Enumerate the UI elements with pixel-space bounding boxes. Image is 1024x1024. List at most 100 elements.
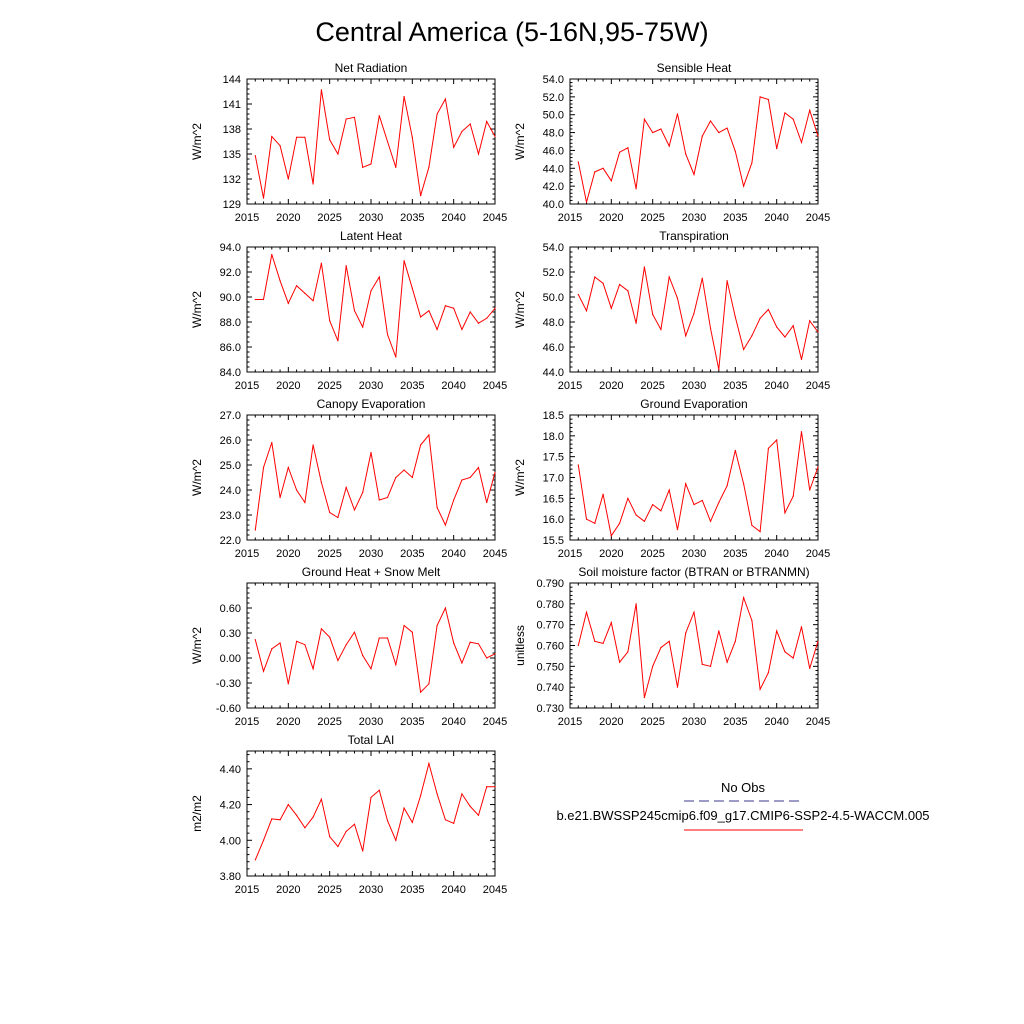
- y-tick-label: -0.60: [216, 703, 241, 715]
- y-tick-label: 17.0: [543, 473, 564, 485]
- data-point: [271, 253, 273, 256]
- y-axis-label: unitless: [513, 625, 527, 666]
- x-tick-label: 2015: [235, 548, 259, 560]
- x-tick-label: 2040: [441, 548, 465, 560]
- chart-total-lai: 2015 2020 2025 2030 2035 2040 2045 3.80 4.00 4.20…: [190, 733, 507, 896]
- data-point: [817, 640, 819, 642]
- y-tick-label: 0.750: [536, 661, 564, 673]
- y-tick-label: 44.0: [543, 163, 564, 175]
- y-tick-label: 94.0: [220, 242, 241, 254]
- data-point: [643, 520, 646, 522]
- x-tick-label: 2045: [806, 212, 830, 224]
- x-tick-label: 2015: [558, 548, 582, 560]
- data-point: [461, 662, 463, 664]
- data-point: [668, 640, 670, 642]
- data-point: [767, 98, 770, 101]
- chart-latent-heat: 2015 2020 2025 2030 2035 2040 2045 84.0 86.0 88.0…: [190, 229, 507, 392]
- x-tick-label: 2020: [276, 884, 300, 896]
- y-axis-label: m2/m2: [190, 795, 204, 832]
- series-line: [255, 254, 496, 358]
- data-point: [734, 640, 736, 642]
- data-point: [676, 686, 679, 688]
- data-point: [254, 298, 256, 301]
- data-point: [709, 665, 712, 667]
- data-point: [610, 535, 612, 537]
- y-tick-label: 44.0: [543, 367, 564, 379]
- data-point: [271, 135, 273, 138]
- data-point: [444, 98, 446, 100]
- data-point: [652, 131, 654, 134]
- data-point: [304, 292, 306, 294]
- page-title: Central America (5-16N,95-75W): [315, 17, 708, 47]
- y-tick-label: 46.0: [543, 145, 564, 157]
- y-tick-label: 16.5: [543, 493, 564, 505]
- y-tick-label: 54.0: [543, 74, 564, 86]
- data-point: [312, 816, 314, 818]
- chart-title: Ground Heat + Snow Melt: [302, 565, 441, 579]
- data-point: [378, 276, 380, 278]
- series-line: [254, 89, 496, 199]
- data-point: [743, 348, 745, 351]
- data-point: [676, 297, 679, 299]
- y-axis-label: W/m^2: [190, 459, 204, 496]
- data-point: [279, 280, 281, 282]
- data-point: [759, 317, 761, 319]
- data-point: [395, 664, 397, 666]
- chart-sensible-heat: 2015 2020 2025 2030 2035 2040 2045 40.0 42.0 44.0…: [513, 61, 830, 224]
- data-point: [395, 166, 397, 168]
- x-tick-label: 2035: [723, 212, 747, 224]
- data-point: [635, 514, 637, 516]
- y-tick-label: 17.5: [543, 452, 564, 464]
- data-point: [304, 501, 306, 504]
- data-point: [477, 814, 480, 816]
- data-point: [776, 148, 778, 150]
- data-point: [469, 476, 471, 479]
- data-point: [784, 651, 786, 653]
- data-point: [709, 520, 712, 522]
- x-tick-label: 2020: [599, 548, 623, 560]
- data-point: [411, 821, 413, 824]
- legend-obs-label: No Obs: [721, 780, 766, 795]
- data-point: [444, 819, 446, 821]
- data-point: [701, 499, 703, 502]
- data-point: [668, 276, 670, 278]
- x-tick-label: 2025: [317, 716, 341, 728]
- data-point: [486, 501, 488, 504]
- data-point: [635, 188, 637, 190]
- data-point: [784, 336, 786, 338]
- data-point: [610, 307, 612, 309]
- data-point: [444, 607, 446, 609]
- data-point: [660, 328, 662, 331]
- data-point: [660, 646, 662, 649]
- y-tick-label: 26.0: [220, 435, 241, 447]
- chart-title: Net Radiation: [335, 61, 408, 75]
- data-point: [362, 491, 364, 494]
- data-point: [395, 839, 397, 841]
- data-point: [287, 466, 289, 469]
- y-tick-label: 144: [223, 74, 241, 86]
- data-point: [743, 483, 745, 485]
- x-tick-label: 2025: [640, 548, 664, 560]
- data-point: [718, 501, 720, 504]
- x-tick-label: 2035: [400, 548, 424, 560]
- data-point: [759, 96, 761, 98]
- data-point: [312, 668, 314, 670]
- data-point: [594, 171, 596, 173]
- data-point: [444, 524, 446, 526]
- data-point: [776, 439, 778, 441]
- y-tick-label: 88.0: [220, 317, 241, 329]
- y-tick-label: 16.0: [543, 514, 564, 526]
- data-point: [792, 495, 794, 497]
- x-tick-label: 2035: [723, 716, 747, 728]
- data-point: [809, 489, 811, 491]
- legend-model-label: b.e21.BWSSP245cmip6.f09_g17.CMIP6-SSP2-4…: [556, 808, 929, 823]
- data-point: [792, 118, 794, 120]
- data-point: [436, 113, 438, 115]
- chart-canopy-evaporation: 2015 2020 2025 2030 2035 2040 2045 22.0 23.0 24.0…: [190, 397, 507, 560]
- data-point: [585, 201, 588, 203]
- data-point: [734, 316, 736, 318]
- data-point: [486, 120, 488, 123]
- y-tick-label: 129: [223, 199, 241, 211]
- data-point: [386, 820, 389, 822]
